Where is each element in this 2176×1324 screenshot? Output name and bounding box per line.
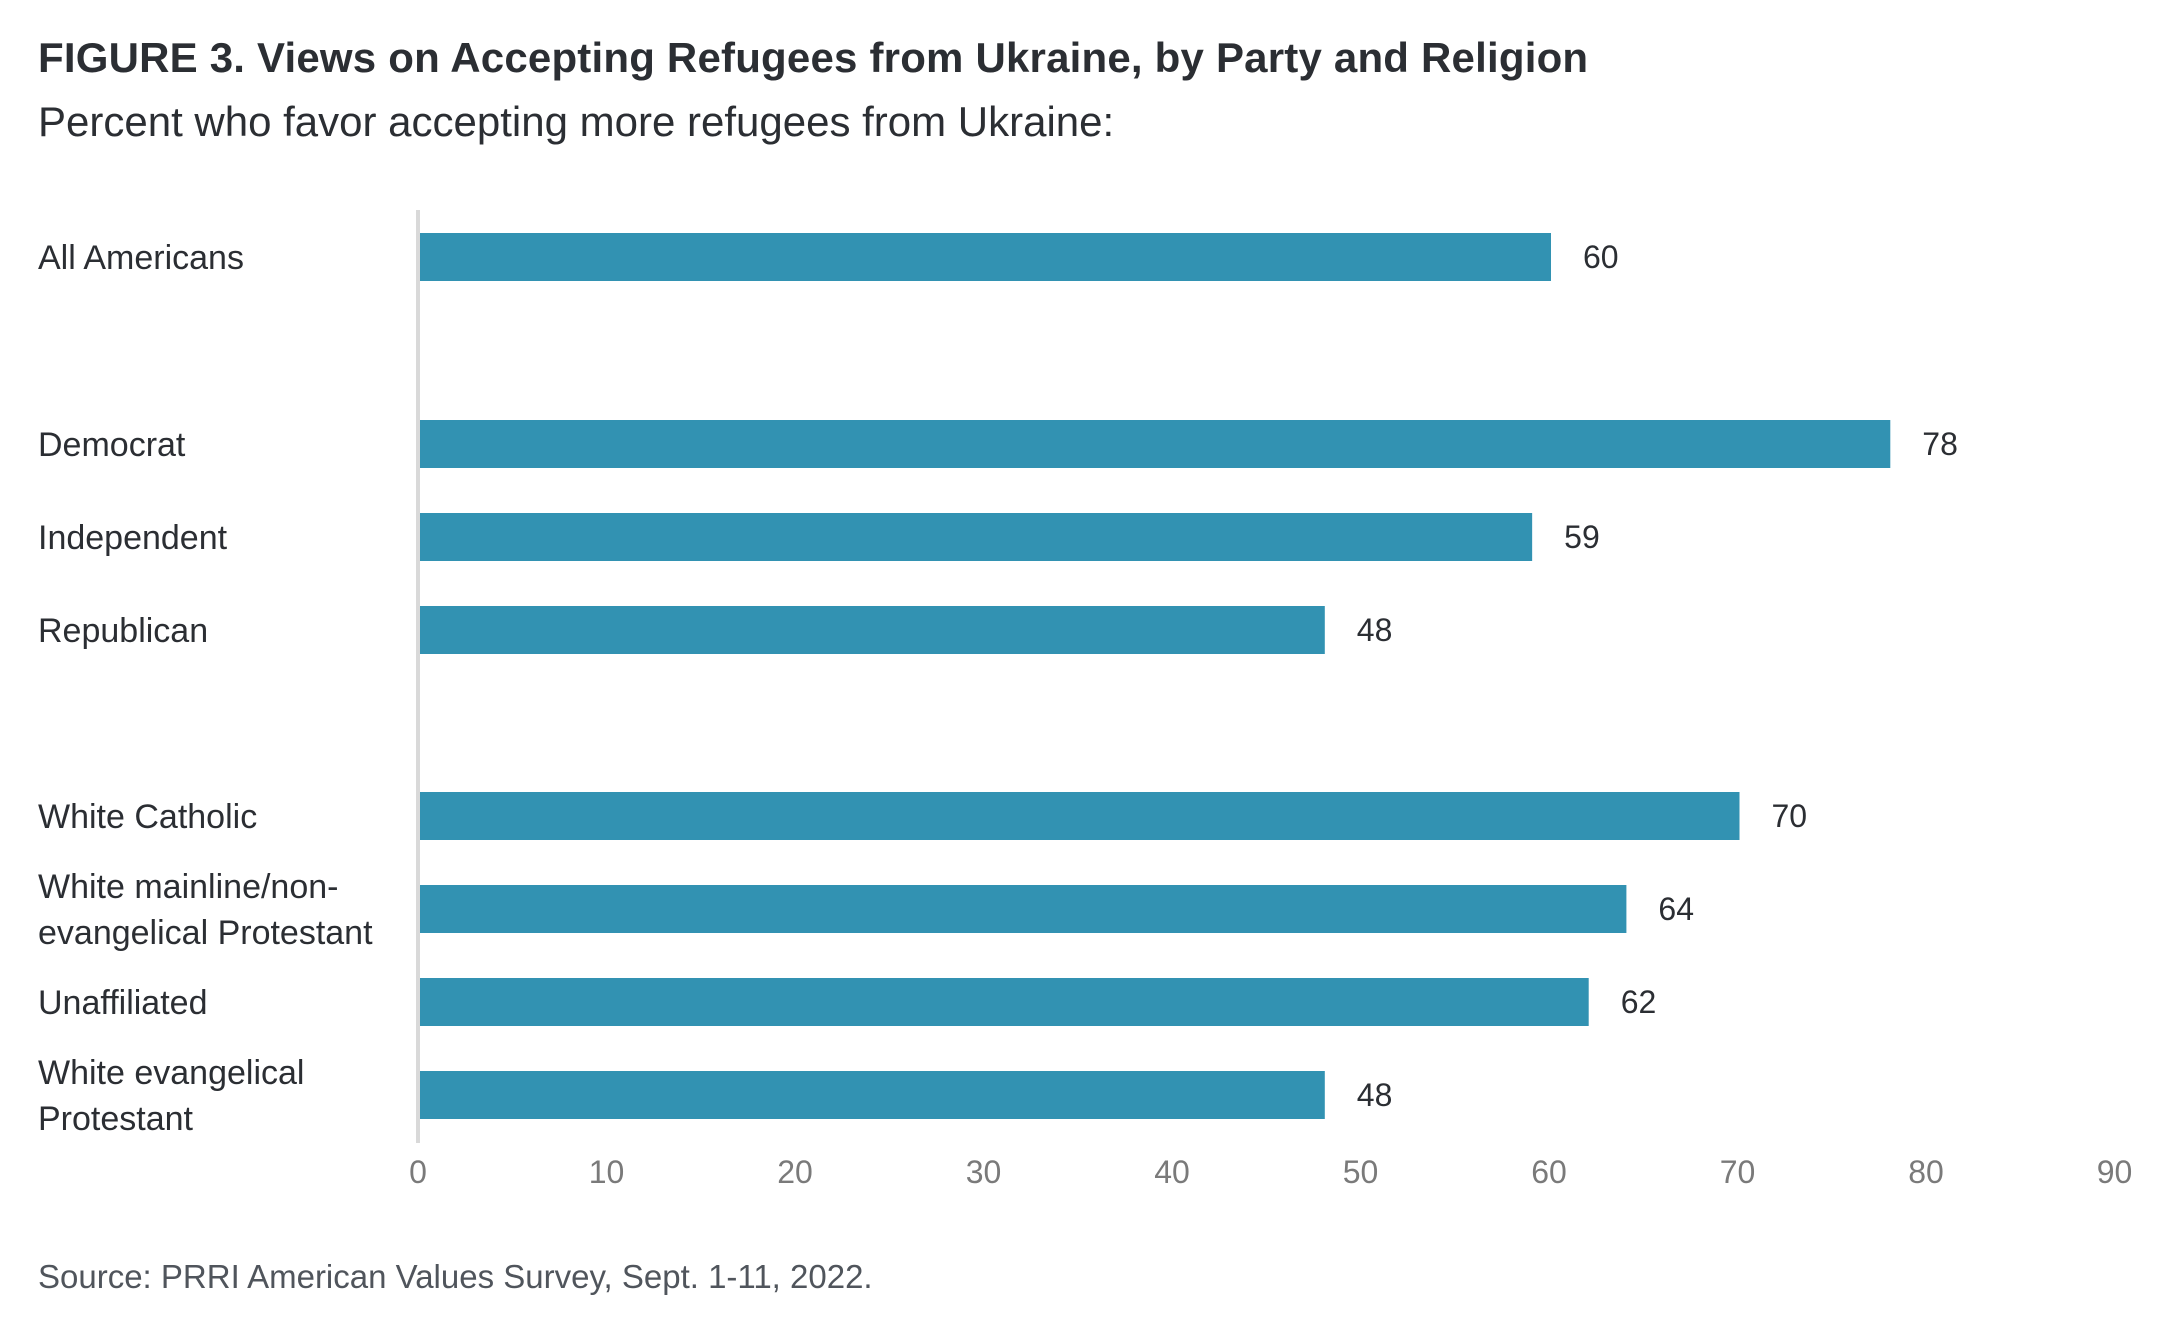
category-label-2: Independent (38, 519, 228, 557)
value-label-0: 60 (1583, 239, 1619, 275)
chart-subtitle: Percent who favor accepting more refugee… (38, 98, 1115, 145)
value-label-3: 48 (1357, 612, 1393, 648)
chart-title: FIGURE 3. Views on Accepting Refugees fr… (38, 34, 1589, 81)
value-label-5: 64 (1658, 891, 1694, 927)
x-tick-label-2: 20 (777, 1154, 813, 1190)
bar-0 (420, 233, 1551, 281)
x-tick-label-4: 40 (1154, 1154, 1190, 1190)
category-label-7: White evangelical Protestant (38, 1054, 304, 1138)
category-label-1: Democrat (38, 426, 186, 464)
bar-7 (420, 1071, 1325, 1119)
value-label-1: 78 (1922, 426, 1958, 462)
x-tick-label-6: 60 (1531, 1154, 1567, 1190)
x-tick-label-5: 50 (1343, 1154, 1379, 1190)
bar-6 (420, 978, 1589, 1026)
x-tick-label-7: 70 (1720, 1154, 1756, 1190)
bar-4 (420, 792, 1740, 840)
category-label-0: All Americans (38, 239, 244, 277)
value-label-4: 70 (1772, 798, 1808, 834)
category-label-4: White Catholic (38, 798, 257, 836)
source-note: Source: PRRI American Values Survey, Sep… (38, 1258, 873, 1295)
category-label-6: Unaffiliated (38, 984, 208, 1022)
bar-1 (420, 420, 1891, 468)
x-tick-label-0: 0 (409, 1154, 427, 1190)
category-label-5: White mainline/non-evangelical Protestan… (38, 868, 373, 952)
value-label-2: 59 (1564, 519, 1600, 555)
bar-2 (420, 513, 1533, 561)
bar-3 (420, 606, 1325, 654)
x-tick-label-1: 10 (589, 1154, 625, 1190)
x-tick-label-9: 90 (2097, 1154, 2133, 1190)
bar-5 (420, 885, 1627, 933)
value-label-7: 48 (1357, 1077, 1393, 1113)
x-tick-label-3: 30 (966, 1154, 1002, 1190)
value-label-6: 62 (1621, 984, 1657, 1020)
x-tick-label-8: 80 (1908, 1154, 1944, 1190)
category-label-3: Republican (38, 612, 208, 650)
